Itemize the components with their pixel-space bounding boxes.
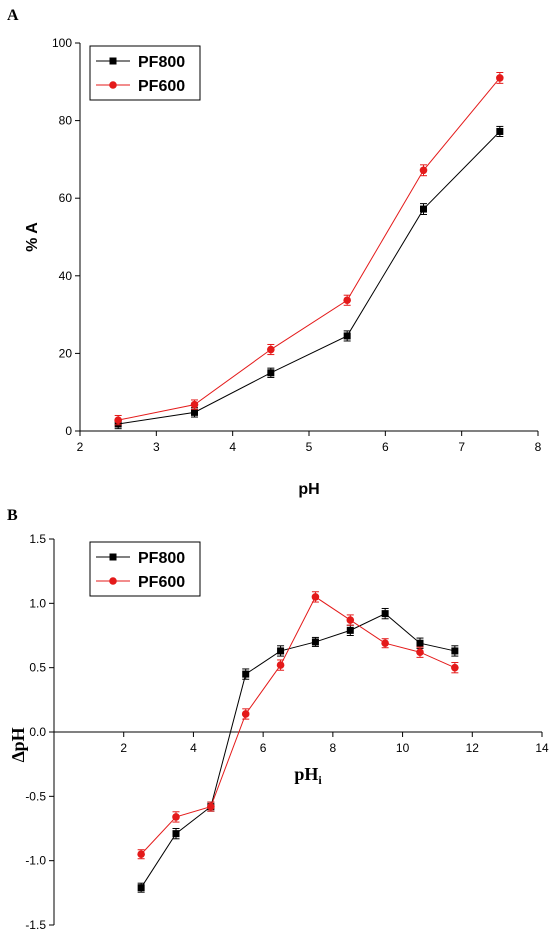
y-tick-label: 0.0 <box>29 725 46 739</box>
chart-b: 2 4 6 8 10 12 14 -1.5 -1.0 -0.5 0.0 0.5 1.0 1.5 pHi ∆pH… <box>8 532 549 932</box>
data-point-pf800 <box>267 369 275 377</box>
x-tick-label: 8 <box>330 741 337 755</box>
legend-box <box>89 541 201 597</box>
x-tick-label: 10 <box>396 741 410 755</box>
y-tick-label: 60 <box>59 191 73 205</box>
x-tick-label: 14 <box>535 741 549 755</box>
y-axis-label: ∆pH <box>8 727 28 762</box>
y-tick-label: 1.5 <box>29 532 46 546</box>
data-point-pf600 <box>137 850 145 859</box>
y-axis-label: % A <box>24 222 41 252</box>
data-point-pf600 <box>190 400 199 409</box>
series-line-pf800 <box>118 131 501 425</box>
legend-label-pf600: PF600 <box>138 574 185 591</box>
x-tick-label: 7 <box>458 440 465 454</box>
legend-label-pf600: PF600 <box>138 78 185 95</box>
data-point-pf800 <box>277 647 285 655</box>
series-line-pf600 <box>118 77 501 421</box>
x-axis-label: pH <box>298 481 319 498</box>
data-point-pf600 <box>311 593 320 601</box>
y-tick-label: -0.5 <box>25 789 46 803</box>
y-tick-label: 0 <box>65 424 72 438</box>
panel-label-a: A <box>7 7 19 24</box>
data-point-pf800 <box>416 639 424 647</box>
x-tick-label: 8 <box>535 440 542 454</box>
series-line-pf600 <box>140 596 456 855</box>
x-axis-label-main: pH <box>294 764 318 784</box>
data-point-pf800 <box>191 408 198 416</box>
y-tick-label: 40 <box>59 269 73 283</box>
data-point-pf800 <box>242 670 250 678</box>
x-tick-label: 2 <box>77 440 84 454</box>
data-point-pf800 <box>137 884 145 892</box>
data-point-pf600 <box>114 416 122 424</box>
x-tick-label: 2 <box>120 741 127 755</box>
x-tick-label: 4 <box>190 741 197 755</box>
y-tick-label: 100 <box>52 36 72 50</box>
x-tick-label: 6 <box>382 440 389 454</box>
data-point-pf800 <box>346 626 354 634</box>
legend-label-pf800: PF800 <box>138 54 185 71</box>
legend-marker-pf600 <box>109 81 117 89</box>
data-point-pf600 <box>207 802 215 811</box>
series-line-pf800 <box>140 613 455 888</box>
legend-marker-pf600 <box>109 577 117 585</box>
y-tick-label: -1.0 <box>25 854 46 868</box>
x-tick-label: 6 <box>260 741 267 755</box>
y-tick-label: 80 <box>59 114 73 128</box>
data-point-pf600 <box>267 345 275 354</box>
x-tick-label: 12 <box>466 741 480 755</box>
data-point-pf600 <box>343 296 351 305</box>
y-tick-label: -1.5 <box>25 918 46 932</box>
x-tick-label: 3 <box>153 440 160 454</box>
data-point-pf800 <box>311 638 319 646</box>
data-point-pf600 <box>416 648 424 657</box>
legend-marker-pf800 <box>109 57 117 65</box>
data-point-pf800 <box>451 647 459 655</box>
data-point-pf600 <box>276 661 285 669</box>
data-point-pf600 <box>381 639 389 648</box>
x-axis-label-subscript: i <box>318 773 322 787</box>
data-point-pf600 <box>346 616 355 624</box>
legend-box <box>89 45 201 101</box>
legend-marker-pf800 <box>109 553 117 561</box>
data-point-pf800 <box>343 332 351 340</box>
x-tick-label: 5 <box>306 440 313 454</box>
y-tick-label: 20 <box>59 346 73 360</box>
y-tick-label: 0.5 <box>29 661 46 675</box>
panel-label-b: B <box>7 507 18 524</box>
legend-label-pf800: PF800 <box>138 550 185 567</box>
data-point-pf600 <box>419 166 428 175</box>
y-tick-label: 1.0 <box>29 596 46 610</box>
x-tick-label: 4 <box>229 440 236 454</box>
data-point-pf800 <box>420 205 427 213</box>
data-point-pf800 <box>496 127 504 135</box>
data-point-pf800 <box>381 610 389 618</box>
data-point-pf800 <box>172 830 180 838</box>
data-point-pf600 <box>451 663 459 672</box>
data-point-pf600 <box>496 74 504 82</box>
data-point-pf600 <box>241 710 250 718</box>
data-point-pf600 <box>172 813 180 821</box>
x-axis-label: pHi <box>294 764 322 787</box>
